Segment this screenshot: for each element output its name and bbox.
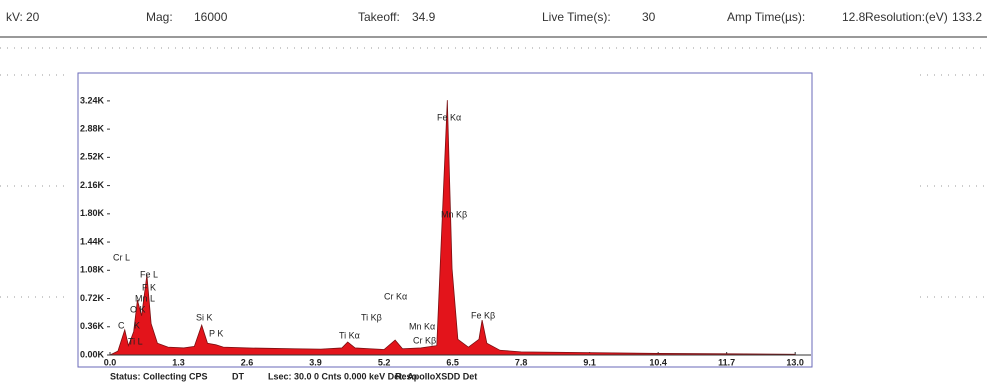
y-tick-label: 0.36K: [80, 321, 105, 331]
dots: [0, 47, 987, 298]
peak-label: Ti Kα: [339, 330, 360, 340]
peak-label: Ti L: [128, 336, 143, 346]
x-tick-label: 10.4: [649, 357, 667, 367]
field-label: Mag:: [146, 10, 173, 24]
peak-label: Si K: [196, 312, 213, 322]
peak-label: Cr Kα: [384, 291, 407, 301]
spectrum: [109, 100, 796, 356]
status-text: Status: Collecting CPS: [110, 371, 208, 381]
x-tick-label: 7.8: [515, 357, 528, 367]
field-label: Live Time(s):: [542, 10, 611, 24]
field-label: Takeoff:: [358, 10, 400, 24]
y-tick-label: 3.24K: [80, 95, 105, 105]
peak-label: P K: [209, 328, 223, 338]
field-value: 34.9: [412, 10, 436, 24]
x-tick-label: 13.0: [786, 357, 804, 367]
peak-label: Fe Kα: [437, 112, 461, 122]
y-tick-label: 1.80K: [80, 208, 105, 218]
status-text: DT: [232, 371, 244, 381]
y-tick-label: 0.00K: [80, 349, 105, 359]
peak-label: Mn Kα: [409, 321, 435, 331]
x-tick-label: 6.5: [446, 357, 459, 367]
peak-label: Mn L: [135, 293, 155, 303]
x-tick-label: 11.7: [718, 357, 735, 367]
status-text: Reso: [395, 371, 418, 381]
field-value: 30: [642, 10, 656, 24]
field-value: 20: [26, 10, 40, 24]
peak-label: O K: [130, 304, 146, 314]
peak-label: Cr L: [113, 252, 130, 262]
x-tick-label: 3.9: [309, 357, 322, 367]
field-value: 12.8: [842, 10, 866, 24]
x-tick-label: 2.6: [241, 357, 254, 367]
x-tick-label: 9.1: [583, 357, 596, 367]
y-tick-label: 1.08K: [80, 265, 105, 275]
peak-label: Mn Kβ: [441, 209, 467, 219]
field-label: kV:: [6, 10, 23, 24]
field-label: Amp Time(µs):: [727, 10, 805, 24]
peak-label: Fe L: [140, 269, 158, 279]
peak-label: K: [134, 320, 140, 330]
y-tick-label: 0.72K: [80, 293, 105, 303]
field-value: 16000: [194, 10, 228, 24]
y-tick-label: 2.52K: [80, 152, 105, 162]
y-tick-label: 1.44K: [80, 236, 105, 246]
x-tick-label: 1.3: [172, 357, 185, 367]
status-text: Lsec: 30.0 0 Cnts 0.000 keV Det: ApolloX…: [268, 371, 477, 381]
field-label: Resolution:(eV): [865, 10, 948, 24]
y-tick-label: 2.16K: [80, 180, 105, 190]
x-tick-label: 0.0: [104, 357, 117, 367]
field-value: 133.2: [952, 10, 982, 24]
peak-label: Cr Kβ: [413, 335, 436, 345]
peak-label: Ti Kβ: [361, 312, 382, 322]
y-tick-label: 2.88K: [80, 123, 105, 133]
x-tick-label: 5.2: [378, 357, 391, 367]
peak-label: Fe Kβ: [471, 310, 495, 320]
peak-label: F K: [142, 282, 156, 292]
peak-label: C: [118, 320, 125, 330]
